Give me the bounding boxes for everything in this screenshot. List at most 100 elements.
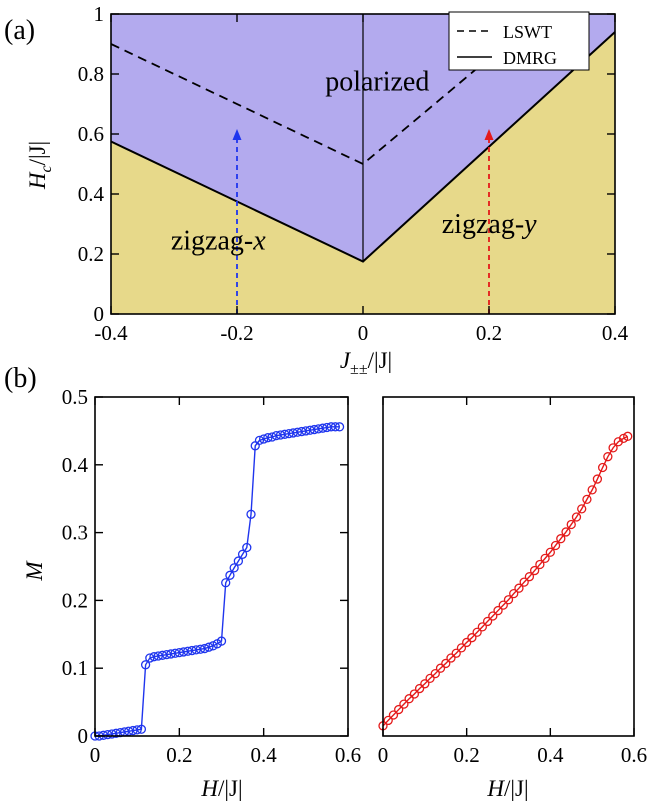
- mx-point: [233, 556, 244, 566]
- mx-point: [204, 642, 214, 652]
- my-point: [509, 588, 519, 599]
- region-label-zigzag-y: zigzag-y: [442, 209, 537, 240]
- a-ytick-label: 0.6: [78, 122, 104, 146]
- my-point: [498, 600, 508, 610]
- my-point: [535, 559, 545, 570]
- my-point: [456, 643, 467, 653]
- my-point: [451, 648, 461, 658]
- my-point: [592, 474, 603, 484]
- my-point: [441, 658, 451, 669]
- a-ytick-label: 1: [94, 2, 105, 26]
- zigzag-region: [111, 32, 615, 314]
- x-axis-label-b-right: H/|J|: [486, 776, 528, 801]
- a-ytick-label: 0.8: [78, 62, 104, 86]
- my-point: [388, 710, 399, 720]
- my-point: [430, 668, 440, 679]
- panel-label-a: (a): [4, 15, 35, 46]
- mx-point: [145, 653, 155, 663]
- mx-point: [259, 434, 269, 444]
- my-point: [587, 485, 597, 495]
- my-point: [399, 699, 409, 709]
- magnetization-panel-left: 0 0.2 0.4 0.6 0 0.1 0.2 0.3 0.4 0.5 (b) M H/|J|: [4, 363, 361, 801]
- my-point: [545, 547, 555, 557]
- my-point: [420, 679, 430, 689]
- region-label-polarized: polarized: [325, 67, 429, 98]
- a-xtick-label: 0.2: [476, 321, 502, 345]
- mx-ytick-label: 0: [78, 724, 89, 748]
- magnetization-panel-right: 0 0.2 0.4 0.6 H/|J|: [378, 396, 647, 801]
- my-point: [488, 611, 498, 621]
- x-axis-label-a: J±±/|J|: [340, 348, 392, 378]
- mx-xtick-label: 0.6: [335, 743, 361, 767]
- my-point: [467, 633, 477, 643]
- my-point: [603, 452, 613, 462]
- my-point: [561, 527, 571, 537]
- a-xtick-label: -0.4: [94, 321, 128, 345]
- a-ytick-label: 0: [94, 302, 105, 326]
- mx-point: [199, 643, 210, 654]
- mx-ytick-label: 0.5: [62, 385, 88, 409]
- my-point: [556, 534, 566, 544]
- my-point: [383, 715, 393, 726]
- my-point: [577, 504, 587, 514]
- x-axis-label-b-left: H/|J|: [200, 776, 242, 801]
- mx-point: [208, 641, 218, 651]
- panel-label-b: (b): [4, 363, 37, 394]
- a-ytick-label: 0.2: [78, 242, 104, 266]
- my-point: [472, 627, 482, 637]
- arrow-head-right: [484, 129, 494, 140]
- mx-xtick-label: 0: [90, 743, 101, 767]
- mx-point: [334, 422, 345, 432]
- my-point: [571, 512, 582, 522]
- plot-frame-b-right: [382, 396, 635, 737]
- phase-diagram-panel: -0.4 -0.2 0 0.2 0.400.20.40.60.81 polarized …: [4, 2, 629, 378]
- my-point: [582, 494, 592, 505]
- my-point: [477, 622, 488, 632]
- mx-point: [221, 578, 231, 588]
- legend-label-dmrg: DMRG: [503, 48, 557, 68]
- my-point: [394, 704, 404, 715]
- mx-curve: [95, 426, 340, 737]
- my-xtick-label: 0.6: [621, 743, 647, 767]
- mx-point: [263, 433, 273, 443]
- mx-point: [229, 563, 239, 573]
- mx-point: [267, 432, 277, 442]
- my-xtick-label: 0.2: [454, 743, 480, 767]
- my-xtick-label: 0: [378, 743, 389, 767]
- my-point: [566, 519, 576, 530]
- my-point: [404, 694, 414, 704]
- my-point: [503, 595, 514, 605]
- my-point: [425, 673, 435, 684]
- my-point: [446, 653, 456, 663]
- my-curve: [382, 435, 629, 727]
- my-point: [462, 637, 472, 648]
- mx-point: [237, 549, 248, 559]
- my-point: [529, 565, 540, 576]
- mx-point: [242, 542, 252, 553]
- my-xtick-label: 0.4: [537, 743, 564, 767]
- a-xtick-label: 0: [358, 321, 369, 345]
- mx-point: [132, 725, 142, 735]
- mx-point: [254, 435, 265, 446]
- mx-xtick-label: 0.2: [166, 743, 192, 767]
- mx-ytick-label: 0.4: [62, 453, 89, 477]
- my-point: [409, 689, 420, 699]
- my-point: [414, 683, 425, 694]
- mx-point: [225, 570, 235, 580]
- mx-ytick-label: 0.3: [62, 521, 88, 545]
- my-point: [540, 553, 550, 564]
- mx-point: [140, 660, 151, 670]
- legend: LSWT DMRG: [448, 11, 590, 71]
- mx-point: [195, 644, 206, 654]
- a-xtick-label: -0.2: [220, 321, 253, 345]
- lswt-boundary-line: [110, 13, 543, 166]
- y-axis-label-b: M: [22, 560, 47, 582]
- legend-box: [448, 11, 590, 71]
- my-point: [550, 540, 561, 551]
- a-ytick-label: 0.4: [78, 182, 105, 206]
- my-point: [514, 583, 524, 593]
- my-point: [482, 616, 493, 627]
- my-point: [493, 605, 503, 616]
- plot-frame-b-left: [94, 396, 349, 737]
